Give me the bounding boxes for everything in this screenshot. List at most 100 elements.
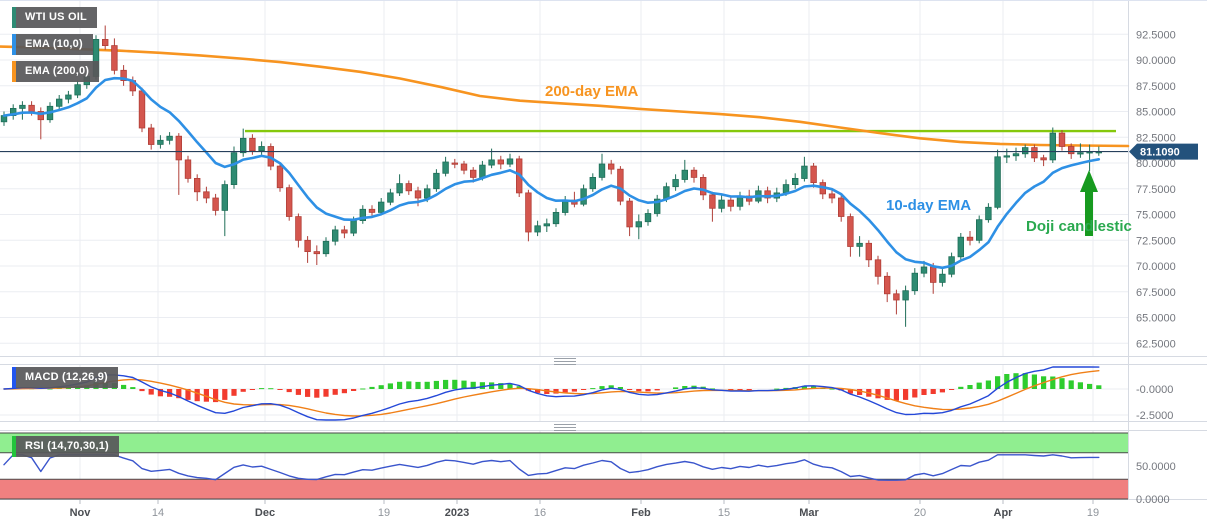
candle — [322, 237, 330, 257]
candle — [1049, 127, 1056, 163]
macd-histogram-bar — [360, 388, 366, 390]
macd-histogram-bar — [571, 389, 577, 392]
macd-badge-label: MACD (12,26,9) — [25, 371, 108, 383]
macd-histogram-bar — [498, 383, 504, 389]
macd-histogram-bar — [562, 389, 568, 393]
macd-histogram-bar — [682, 386, 688, 389]
candle — [258, 141, 265, 155]
price-axis-label: 80.0000 — [1136, 158, 1176, 170]
doji-annotation: Doji candlestic — [1026, 218, 1132, 235]
macd-histogram-bar — [185, 389, 191, 400]
time-axis-label: Apr — [993, 507, 1013, 519]
candle — [801, 156, 808, 182]
macd-histogram-bar — [930, 389, 936, 394]
price-axis-label: 92.5000 — [1136, 29, 1176, 41]
macd-histogram-bar — [1087, 383, 1093, 389]
indicator-line — [2, 76, 1101, 270]
candle — [304, 236, 311, 263]
candle — [138, 87, 146, 133]
macd-histogram-bar — [507, 383, 513, 389]
candle — [451, 158, 458, 169]
rsi-axis-label: 0.0000 — [1136, 494, 1170, 506]
candle — [193, 174, 201, 202]
candle — [1086, 144, 1093, 172]
panel-splitter-macd[interactable] — [554, 358, 576, 366]
macd-histogram-bar — [976, 382, 982, 389]
candle — [966, 231, 974, 246]
candle — [9, 104, 17, 120]
macd-histogram-bar — [636, 389, 642, 392]
macd-badge[interactable]: MACD (12,26,9) — [12, 367, 118, 388]
candle — [0, 111, 8, 126]
time-axis-label: Mar — [799, 507, 819, 519]
candle — [212, 193, 219, 216]
doji-arrow-icon — [1080, 170, 1098, 236]
candle — [893, 289, 900, 315]
indicator-line — [3, 366, 1100, 421]
symbol-badge[interactable]: WTI US OIL — [12, 7, 97, 28]
candle — [377, 198, 385, 216]
candle — [111, 38, 118, 75]
candle — [727, 196, 734, 212]
macd-histogram-bar — [847, 389, 853, 394]
macd-histogram-bar — [1004, 374, 1010, 389]
macd-histogram-bar — [194, 389, 200, 402]
time-axis-label: 16 — [533, 507, 547, 519]
macd-histogram-bar — [231, 389, 237, 396]
macd-histogram-bar — [148, 389, 154, 395]
macd-histogram-bar — [1031, 374, 1037, 389]
ema200-badge-label: EMA (200,0) — [25, 65, 90, 77]
ema10-badge-label: EMA (10,0) — [25, 38, 83, 50]
candle — [635, 214, 642, 240]
macd-histogram-bar — [222, 389, 228, 400]
candle — [166, 132, 173, 145]
candle — [203, 186, 210, 204]
candle — [985, 203, 992, 223]
macd-histogram-bar — [203, 389, 209, 402]
candle — [1077, 143, 1084, 158]
macd-histogram-bar — [332, 389, 338, 395]
macd-histogram-bar — [939, 389, 945, 393]
last-price-tag — [1129, 143, 1198, 160]
macd-histogram-bar — [452, 379, 458, 389]
symbol-badge-label: WTI US OIL — [25, 11, 87, 23]
indicator-line — [3, 454, 1100, 481]
macd-histogram-bar — [130, 387, 136, 389]
candle — [700, 174, 707, 201]
time-axis-label: 19 — [1086, 507, 1100, 519]
time-axis-label: 2023 — [444, 507, 470, 519]
candle — [175, 133, 182, 195]
candle — [856, 236, 863, 257]
candle — [433, 169, 440, 192]
rsi-badge-label: RSI (14,70,30,1) — [25, 440, 109, 452]
macd-histogram-bar — [213, 389, 219, 403]
macd-histogram-bar — [627, 389, 633, 390]
candle — [902, 285, 909, 327]
macd-histogram-bar — [240, 389, 246, 392]
macd-histogram-bar — [415, 381, 421, 389]
macd-histogram-bar — [829, 388, 835, 390]
macd-histogram-bar — [737, 389, 743, 390]
macd-histogram-bar — [645, 389, 651, 392]
macd-histogram-bar — [443, 379, 449, 389]
rsi-badge[interactable]: RSI (14,70,30,1) — [12, 436, 119, 457]
candle — [1058, 130, 1066, 151]
candle — [1003, 148, 1010, 163]
ema10-badge[interactable]: EMA (10,0) — [12, 34, 93, 55]
macd-histogram-bar — [903, 389, 909, 400]
candle — [525, 189, 532, 242]
macd-histogram-bar — [479, 382, 485, 389]
macd-histogram-bar — [949, 389, 955, 390]
ema200-badge[interactable]: EMA (200,0) — [12, 61, 100, 82]
candle — [828, 189, 836, 204]
macd-histogram-bar — [1077, 382, 1083, 389]
macd-histogram-bar — [1059, 378, 1065, 389]
candle — [396, 174, 403, 196]
macd-histogram-bar — [1013, 373, 1019, 389]
price-axis-label: 70.0000 — [1136, 261, 1176, 273]
panel-splitter-rsi[interactable] — [554, 424, 576, 432]
candle — [19, 101, 26, 120]
macd-histogram-bar — [774, 388, 780, 390]
